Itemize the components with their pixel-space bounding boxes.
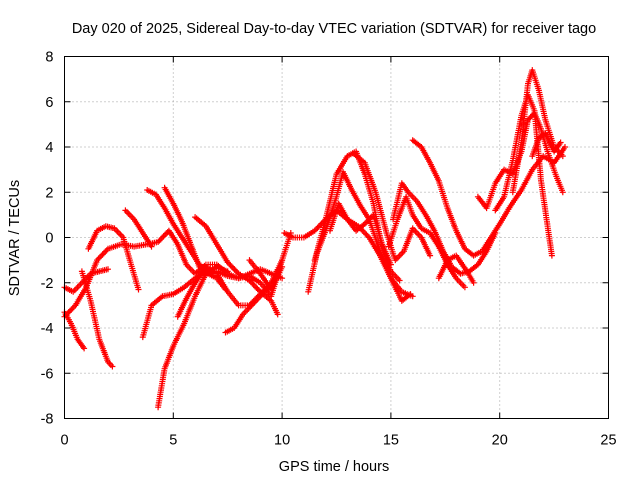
x-tick-label: 15: [383, 433, 399, 449]
x-axis-label: GPS time / hours: [279, 459, 389, 475]
series-markers: [435, 252, 477, 286]
y-tick-label: 4: [45, 140, 53, 156]
series-track-4: [78, 268, 116, 370]
series-track-23: [435, 252, 477, 286]
y-axis-label: SDTVAR / TECUs: [7, 180, 23, 296]
series-track-19: [350, 150, 434, 264]
series-track-5: [85, 223, 142, 293]
series-track-26: [509, 67, 566, 196]
series-track-6: [122, 207, 155, 250]
series-track-20: [385, 193, 468, 291]
series-markers: [492, 92, 555, 259]
x-tick-label: 5: [169, 433, 177, 449]
series-track-14: [246, 257, 286, 293]
series-track-25: [492, 92, 555, 259]
series-markers: [222, 284, 272, 336]
y-tick-label: 2: [45, 185, 53, 201]
series-markers: [192, 214, 281, 318]
series-markers: [78, 268, 116, 370]
series-markers: [529, 130, 564, 160]
series-track-7: [144, 187, 212, 275]
series-track-12: [192, 214, 281, 318]
series-markers: [327, 200, 394, 268]
x-tick-label: 0: [60, 433, 68, 449]
y-tick-label: 8: [45, 50, 53, 66]
chart-title: Day 020 of 2025, Sidereal Day-to-day VTE…: [72, 21, 596, 37]
y-tick-label: 6: [45, 95, 53, 111]
y-tick-label: -8: [41, 412, 54, 428]
x-tick-label: 25: [600, 433, 616, 449]
series-markers: [144, 187, 212, 275]
series-track-13: [222, 284, 272, 336]
x-tick-label: 20: [492, 433, 508, 449]
axis-ticks: [64, 56, 609, 419]
data-points: [61, 67, 568, 411]
series-markers: [409, 137, 568, 259]
y-tick-label: -2: [41, 276, 54, 292]
series-track-27: [529, 130, 564, 160]
series-markers: [509, 67, 566, 196]
series-markers: [85, 223, 142, 293]
y-tick-label: 0: [45, 231, 53, 247]
series-markers: [390, 180, 499, 277]
series-markers: [246, 257, 286, 293]
x-tick-labels: 0 5 10 15 20 25: [60, 433, 616, 449]
series-markers: [385, 193, 468, 291]
y-tick-label: -4: [41, 321, 54, 337]
series-markers: [122, 207, 155, 250]
series-track-22: [409, 137, 568, 259]
series-markers: [350, 150, 434, 264]
series-track-21: [390, 180, 499, 277]
series-track-18: [327, 200, 394, 268]
x-tick-label: 10: [274, 433, 290, 449]
y-tick-labels: -8 -6 -4 -2 0 2 4 6 8: [41, 50, 54, 428]
y-tick-label: -6: [41, 366, 54, 382]
